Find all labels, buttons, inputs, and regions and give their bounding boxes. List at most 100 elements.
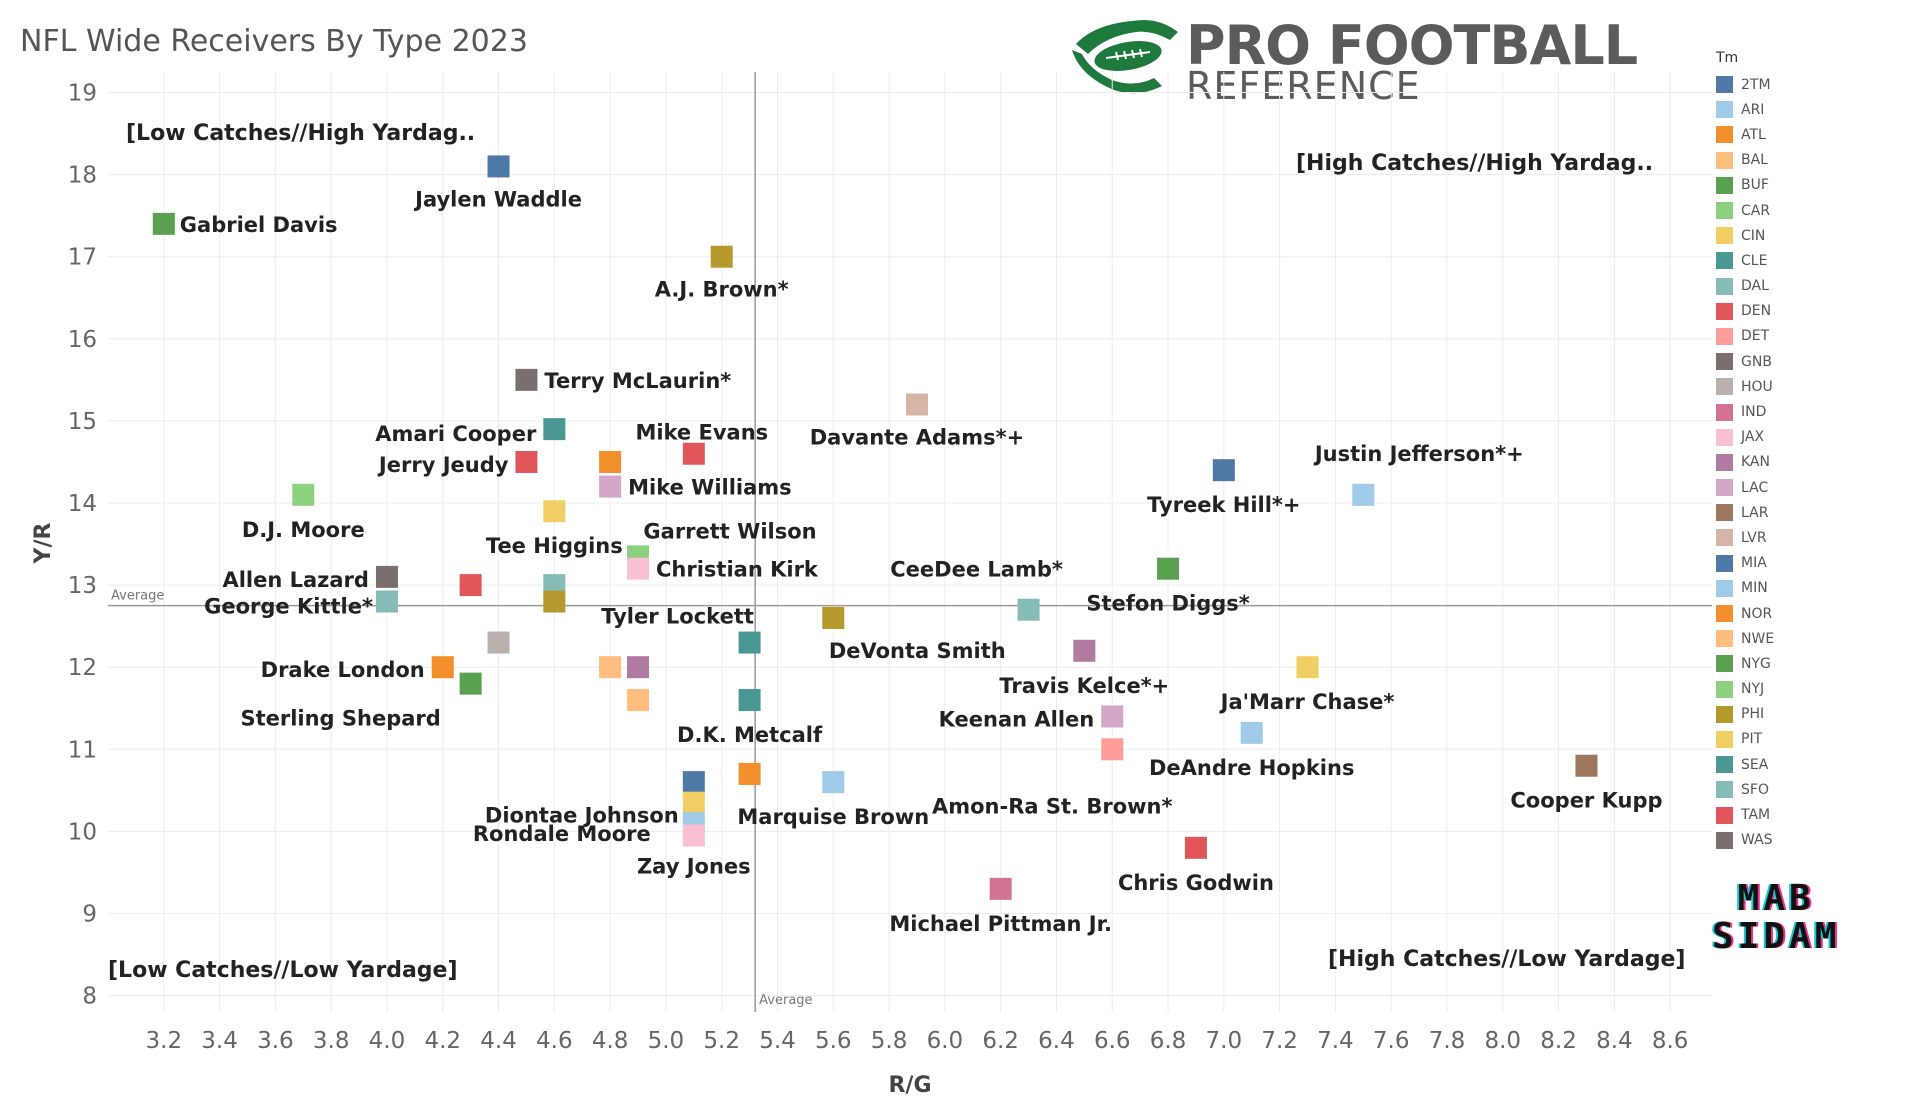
data-point[interactable] — [1017, 598, 1040, 621]
x-tick-label: 8.4 — [1596, 1028, 1633, 1054]
legend-item[interactable]: DET — [1716, 324, 1774, 349]
data-point[interactable] — [738, 689, 761, 712]
data-point[interactable] — [543, 590, 566, 613]
data-point[interactable] — [543, 418, 566, 441]
legend-item[interactable]: NYG — [1716, 651, 1774, 676]
data-point[interactable] — [152, 212, 175, 235]
legend-label: BUF — [1741, 177, 1769, 194]
x-tick-label: 7.0 — [1206, 1028, 1243, 1054]
data-point[interactable] — [1240, 721, 1263, 744]
legend-item[interactable]: PIT — [1716, 727, 1774, 752]
y-tick-label: 12 — [68, 655, 97, 681]
point-label: Jaylen Waddle — [413, 187, 582, 211]
data-point[interactable] — [1575, 754, 1598, 777]
data-point[interactable] — [431, 656, 454, 679]
legend-item[interactable]: BUF — [1716, 173, 1774, 198]
legend-item[interactable]: CIN — [1716, 223, 1774, 248]
legend-item[interactable]: GNB — [1716, 349, 1774, 374]
legend-item[interactable]: IND — [1716, 399, 1774, 424]
legend-item[interactable]: CLE — [1716, 248, 1774, 273]
legend-label: CAR — [1741, 202, 1771, 219]
data-point[interactable] — [292, 483, 315, 506]
legend-item[interactable]: TAM — [1716, 802, 1774, 827]
data-point[interactable] — [459, 672, 482, 695]
legend-item[interactable]: CAR — [1716, 198, 1774, 223]
x-tick-label: 4.4 — [480, 1028, 517, 1054]
watermark-line1: MAB — [1737, 878, 1815, 919]
data-point[interactable] — [989, 877, 1012, 900]
legend-item[interactable]: NYJ — [1716, 677, 1774, 702]
legend-item[interactable]: SEA — [1716, 752, 1774, 777]
legend-label: LAR — [1741, 504, 1769, 521]
x-tick-label: 5.8 — [871, 1028, 908, 1054]
data-point[interactable] — [822, 771, 845, 794]
x-tick-label: 7.8 — [1429, 1028, 1466, 1054]
legend-swatch — [1716, 529, 1733, 547]
legend-swatch — [1716, 605, 1733, 623]
data-point[interactable] — [822, 606, 845, 629]
data-point[interactable] — [1212, 459, 1235, 482]
data-point[interactable] — [487, 155, 510, 178]
data-point[interactable] — [515, 368, 538, 391]
data-point[interactable] — [375, 590, 398, 613]
data-point[interactable] — [1101, 738, 1124, 761]
data-point[interactable] — [738, 631, 761, 654]
data-point[interactable] — [1296, 656, 1319, 679]
data-point[interactable] — [599, 475, 622, 498]
legend-swatch — [1716, 705, 1733, 723]
x-average-label: Average — [759, 993, 812, 1008]
data-point[interactable] — [1073, 639, 1096, 662]
legend-item[interactable]: KAN — [1716, 450, 1774, 475]
data-point[interactable] — [627, 656, 650, 679]
data-point[interactable] — [627, 689, 650, 712]
legend-item[interactable]: LVR — [1716, 525, 1774, 550]
data-point[interactable] — [599, 450, 622, 473]
quadrant-label-top-left: [Low Catches//High Yardag.. — [126, 121, 475, 146]
point-label: Tyler Lockett — [601, 605, 754, 629]
legend-label: LVR — [1741, 529, 1767, 546]
x-tick-label: 4.2 — [424, 1028, 461, 1054]
legend-item[interactable]: MIN — [1716, 576, 1774, 601]
data-point[interactable] — [487, 631, 510, 654]
legend-label: NYG — [1741, 655, 1771, 672]
data-point[interactable] — [682, 771, 705, 794]
data-point[interactable] — [1352, 483, 1375, 506]
legend-swatch — [1716, 252, 1733, 270]
legend-item[interactable]: NWE — [1716, 626, 1774, 651]
data-point[interactable] — [599, 656, 622, 679]
legend-item[interactable]: DAL — [1716, 274, 1774, 299]
data-point[interactable] — [515, 450, 538, 473]
data-point[interactable] — [1184, 836, 1207, 859]
data-point[interactable] — [627, 557, 650, 580]
legend-item[interactable]: 2TM — [1716, 72, 1774, 97]
legend-item[interactable]: LAR — [1716, 500, 1774, 525]
data-point[interactable] — [738, 762, 761, 785]
data-point[interactable] — [1157, 557, 1180, 580]
legend-item[interactable]: JAX — [1716, 425, 1774, 450]
legend-swatch — [1716, 630, 1733, 648]
legend-item[interactable]: SFO — [1716, 777, 1774, 802]
legend-item[interactable]: LAC — [1716, 475, 1774, 500]
legend-label: IND — [1741, 404, 1767, 421]
data-point[interactable] — [543, 500, 566, 523]
legend-swatch — [1716, 403, 1733, 421]
data-point[interactable] — [375, 565, 398, 588]
grid-layer — [108, 72, 1712, 1012]
legend-item[interactable]: WAS — [1716, 828, 1774, 853]
legend-item[interactable]: PHI — [1716, 702, 1774, 727]
legend-item[interactable]: ARI — [1716, 97, 1774, 122]
data-point[interactable] — [682, 791, 705, 814]
data-point[interactable] — [905, 393, 928, 416]
legend-item[interactable]: BAL — [1716, 148, 1774, 173]
data-point[interactable] — [682, 824, 705, 847]
legend-item[interactable]: DEN — [1716, 299, 1774, 324]
legend-item[interactable]: NOR — [1716, 601, 1774, 626]
legend-item[interactable]: HOU — [1716, 374, 1774, 399]
point-label: Jerry Jeudy — [377, 453, 509, 477]
legend-item[interactable]: MIA — [1716, 551, 1774, 576]
data-point[interactable] — [1101, 705, 1124, 728]
data-point[interactable] — [682, 442, 705, 465]
data-point[interactable] — [459, 574, 482, 597]
legend-item[interactable]: ATL — [1716, 122, 1774, 147]
data-point[interactable] — [710, 245, 733, 268]
